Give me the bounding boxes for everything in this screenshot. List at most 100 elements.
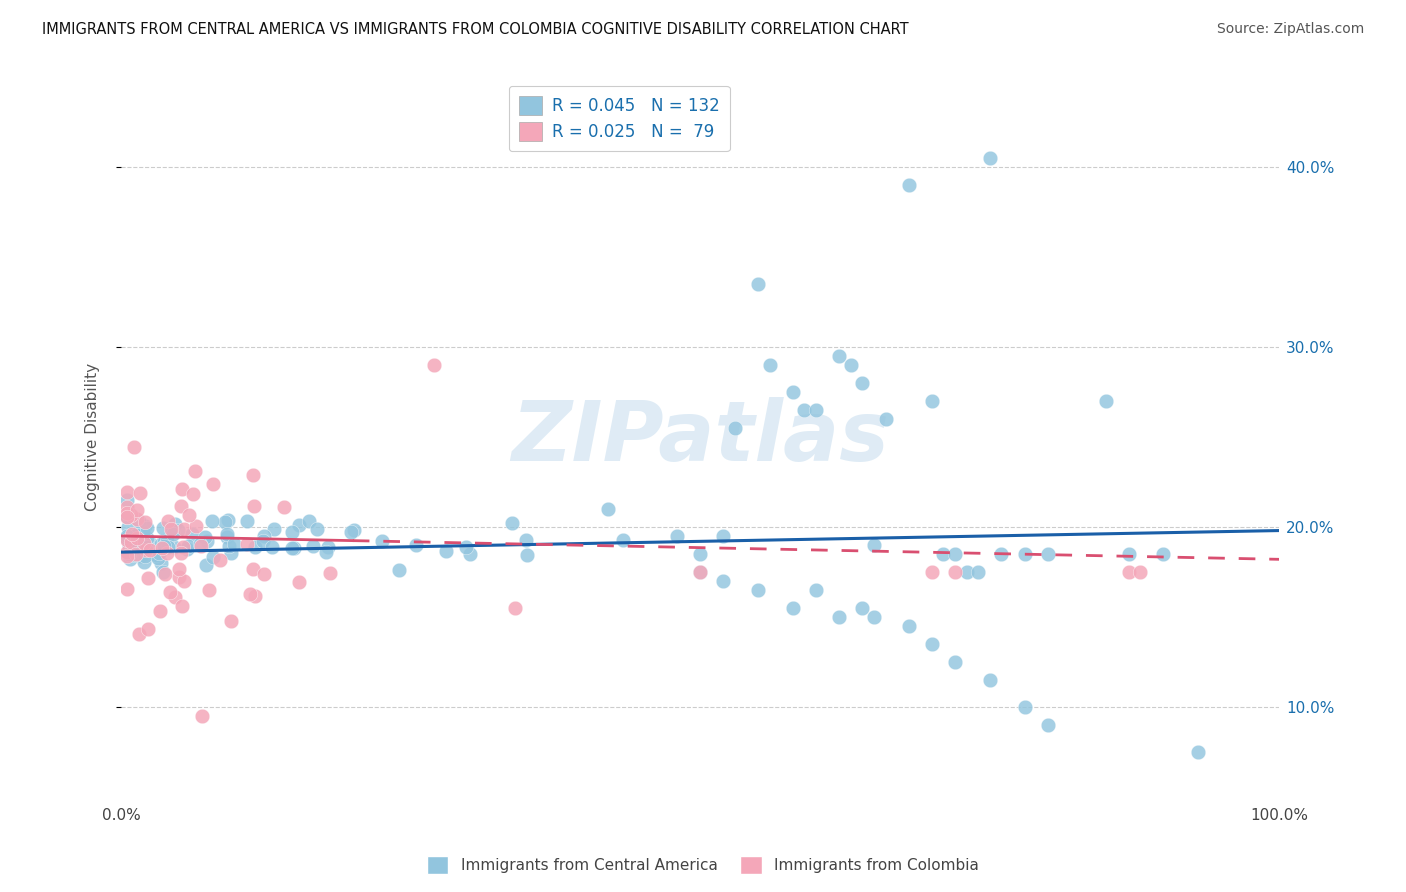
- Point: [1118, 565, 1140, 579]
- Point: [170, 546, 193, 560]
- Point: [115, 549, 138, 563]
- Point: [689, 565, 711, 579]
- Text: Source: ZipAtlas.com: Source: ZipAtlas.com: [1216, 22, 1364, 37]
- Point: [1036, 718, 1059, 732]
- Point: [152, 521, 174, 535]
- Point: [148, 546, 170, 560]
- Point: [979, 152, 1001, 166]
- Point: [115, 532, 138, 546]
- Point: [118, 552, 141, 566]
- Point: [1094, 394, 1116, 409]
- Point: [839, 358, 862, 372]
- Point: [117, 506, 139, 520]
- Point: [215, 530, 238, 544]
- Point: [201, 515, 224, 529]
- Point: [979, 673, 1001, 687]
- Point: [167, 570, 190, 584]
- Point: [828, 610, 851, 624]
- Point: [150, 537, 173, 551]
- Point: [921, 637, 943, 651]
- Point: [273, 500, 295, 514]
- Point: [146, 550, 169, 565]
- Point: [162, 523, 184, 537]
- Point: [122, 440, 145, 454]
- Point: [758, 358, 780, 372]
- Point: [127, 531, 149, 545]
- Point: [121, 527, 143, 541]
- Point: [165, 517, 187, 532]
- Point: [191, 708, 214, 723]
- Point: [188, 537, 211, 551]
- Point: [115, 484, 138, 499]
- Point: [943, 547, 966, 561]
- Point: [125, 528, 148, 542]
- Point: [281, 541, 304, 556]
- Point: [115, 533, 138, 548]
- Point: [195, 558, 218, 573]
- Point: [782, 385, 804, 400]
- Point: [118, 538, 141, 552]
- Point: [253, 566, 276, 581]
- Point: [217, 513, 239, 527]
- Point: [132, 536, 155, 550]
- Text: IMMIGRANTS FROM CENTRAL AMERICA VS IMMIGRANTS FROM COLOMBIA COGNITIVE DISABILITY: IMMIGRANTS FROM CENTRAL AMERICA VS IMMIG…: [42, 22, 908, 37]
- Point: [897, 619, 920, 633]
- Point: [150, 556, 173, 570]
- Point: [458, 547, 481, 561]
- Point: [115, 529, 138, 543]
- Point: [173, 574, 195, 588]
- Point: [169, 500, 191, 514]
- Point: [503, 600, 526, 615]
- Point: [932, 547, 955, 561]
- Point: [666, 529, 689, 543]
- Point: [163, 541, 186, 555]
- Point: [315, 545, 337, 559]
- Point: [305, 522, 328, 536]
- Point: [159, 585, 181, 599]
- Point: [115, 544, 138, 558]
- Point: [153, 567, 176, 582]
- Point: [316, 540, 339, 554]
- Point: [782, 600, 804, 615]
- Legend: R = 0.045   N = 132, R = 0.025   N =  79: R = 0.045 N = 132, R = 0.025 N = 79: [509, 86, 730, 151]
- Point: [283, 541, 305, 555]
- Point: [219, 615, 242, 629]
- Point: [516, 548, 538, 562]
- Point: [243, 540, 266, 554]
- Point: [747, 277, 769, 292]
- Point: [152, 565, 174, 579]
- Point: [242, 499, 264, 513]
- Point: [863, 610, 886, 624]
- Point: [219, 546, 242, 560]
- Point: [897, 178, 920, 193]
- Point: [955, 565, 977, 579]
- Point: [793, 403, 815, 417]
- Point: [851, 376, 873, 391]
- Point: [454, 540, 477, 554]
- Point: [319, 566, 342, 580]
- Point: [156, 546, 179, 560]
- Point: [253, 529, 276, 543]
- Point: [145, 548, 167, 562]
- Point: [136, 571, 159, 585]
- Point: [120, 547, 142, 561]
- Point: [288, 517, 311, 532]
- Point: [201, 476, 224, 491]
- Point: [224, 536, 246, 550]
- Point: [967, 565, 990, 579]
- Point: [115, 582, 138, 596]
- Point: [136, 622, 159, 636]
- Point: [1014, 547, 1036, 561]
- Point: [115, 509, 138, 524]
- Point: [118, 547, 141, 561]
- Point: [167, 562, 190, 576]
- Point: [828, 349, 851, 363]
- Point: [239, 587, 262, 601]
- Point: [208, 552, 231, 566]
- Point: [167, 524, 190, 538]
- Point: [405, 538, 427, 552]
- Point: [689, 547, 711, 561]
- Point: [252, 534, 274, 549]
- Point: [115, 500, 138, 514]
- Point: [218, 539, 240, 553]
